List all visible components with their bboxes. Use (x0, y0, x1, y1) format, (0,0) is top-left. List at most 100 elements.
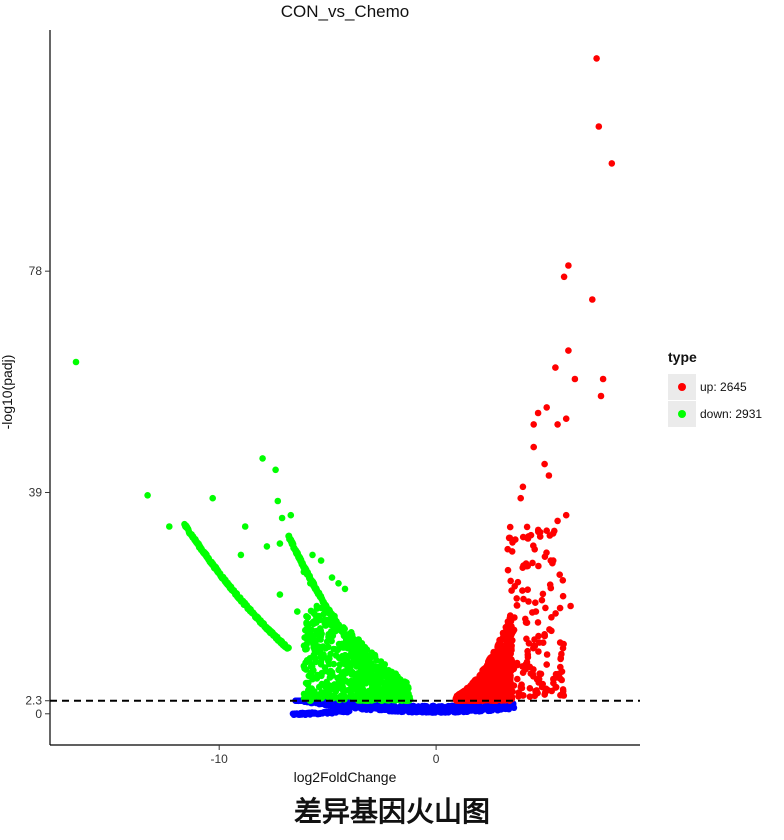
point-up (559, 577, 567, 584)
point-down (322, 622, 330, 629)
legend-marker-up (678, 383, 686, 391)
point-down (314, 645, 321, 653)
point-up (467, 683, 474, 691)
point-up (485, 684, 493, 691)
point-up (492, 685, 499, 693)
y-axis-ticks: 02.3 39 78 (25, 264, 50, 721)
point-up (514, 578, 522, 586)
point-down (300, 568, 308, 576)
point-up (541, 691, 548, 698)
point-not-significant (445, 709, 452, 716)
point-down (326, 669, 334, 677)
point-down (237, 551, 245, 559)
point-down (320, 616, 328, 624)
point-down (332, 652, 340, 659)
x-axis-ticks: -10 0 (211, 745, 440, 766)
point-up (504, 677, 512, 684)
point-down (303, 657, 311, 664)
point-down (366, 672, 374, 680)
point-down (368, 684, 376, 691)
figure-caption: 差异基因火山图 (293, 795, 490, 828)
point-down (392, 670, 400, 677)
point-down (321, 664, 329, 671)
point-up (513, 659, 521, 667)
point-up (509, 688, 516, 695)
y-tick-label: 2.3 (25, 694, 42, 708)
point-up (535, 562, 542, 570)
point-up (460, 691, 467, 698)
point-up (543, 527, 550, 534)
point-down (357, 680, 365, 687)
point-down (209, 494, 216, 502)
point-not-significant (462, 703, 469, 711)
point-down (326, 655, 333, 662)
point-down (144, 492, 151, 499)
point-down (319, 643, 327, 650)
point-up (491, 690, 499, 698)
x-axis-label: log2FoldChange (294, 769, 397, 785)
point-up (525, 598, 532, 605)
point-down (311, 640, 319, 648)
point-down (332, 622, 339, 629)
point-up (526, 685, 534, 692)
point-up (507, 577, 514, 585)
y-tick-label: 39 (29, 485, 43, 499)
point-up (554, 517, 561, 525)
point-down (338, 675, 346, 682)
point-down (335, 580, 342, 587)
point-up (550, 675, 557, 683)
point-down (352, 676, 359, 684)
point-up (502, 629, 509, 637)
point-down (300, 642, 308, 649)
point-up (530, 642, 537, 649)
point-up (537, 670, 545, 678)
point-down (317, 658, 325, 665)
point-down (310, 609, 317, 617)
point-up (565, 262, 572, 269)
point-up (546, 532, 554, 539)
point-down (313, 675, 321, 682)
point-up (498, 659, 506, 667)
point-up (543, 661, 550, 668)
point-up (497, 688, 505, 696)
point-down (336, 661, 344, 669)
point-up (608, 160, 616, 167)
point-up (546, 581, 554, 588)
point-down (320, 603, 327, 610)
point-up (479, 690, 487, 698)
point-up (536, 639, 543, 646)
point-up (552, 364, 559, 371)
point-up (504, 566, 512, 574)
point-up (529, 559, 536, 567)
point-down (342, 642, 349, 649)
point-down (309, 551, 316, 559)
point-down (355, 697, 362, 704)
point-down (359, 660, 367, 667)
point-down (373, 657, 380, 664)
point-down (373, 689, 380, 696)
point-down (318, 689, 325, 696)
y-axis-label: -log10(padj) (0, 355, 15, 430)
point-up (543, 549, 550, 556)
point-up (557, 655, 564, 663)
point-up (524, 586, 531, 593)
point-up (554, 421, 561, 428)
point-down (372, 677, 380, 685)
point-not-significant (397, 704, 404, 712)
point-up (506, 656, 513, 664)
point-down (303, 620, 310, 628)
point-up (567, 602, 574, 610)
point-up (534, 619, 542, 626)
point-down (305, 679, 312, 687)
point-down (332, 646, 339, 653)
point-up (535, 648, 542, 655)
point-up (523, 534, 531, 542)
point-up (504, 545, 512, 553)
point-down (310, 651, 318, 658)
point-up (510, 682, 518, 689)
point-up (565, 347, 572, 354)
point-down (350, 694, 357, 701)
point-up (501, 645, 508, 653)
legend-marker-down (678, 410, 686, 418)
